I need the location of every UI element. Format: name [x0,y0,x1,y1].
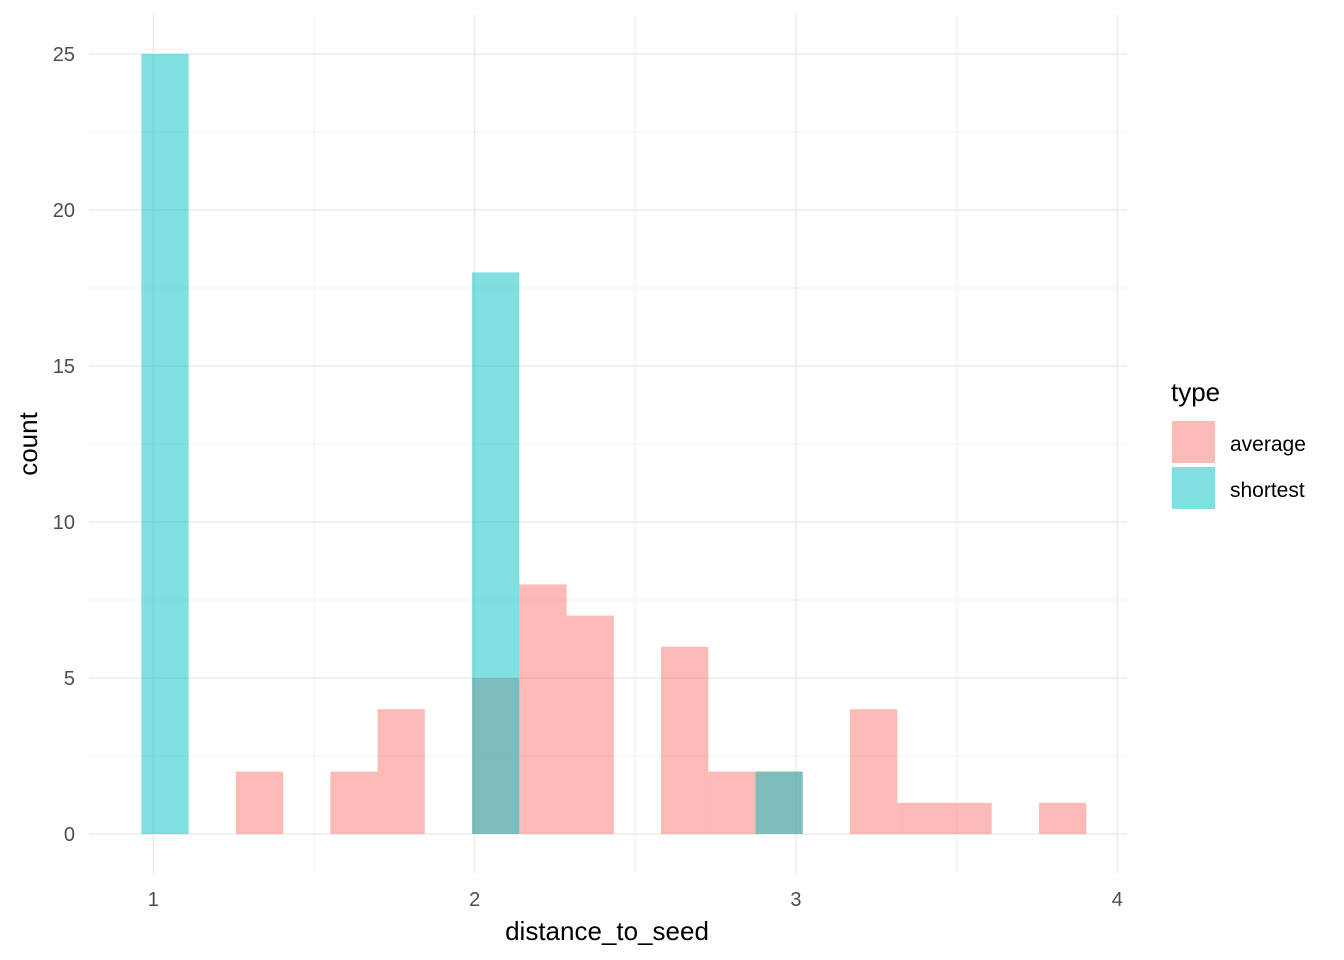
bars [141,54,1087,834]
bar-shortest [472,272,520,834]
bar-average [944,802,992,834]
bar-shortest [755,771,803,834]
x-tick-label: 1 [148,889,159,911]
bar-shortest [141,54,189,834]
bar-average [519,584,567,834]
legend-label-shortest: shortest [1230,479,1305,502]
bar-average [708,771,756,834]
bar-average [330,771,378,834]
y-tick-label: 0 [64,824,75,846]
x-tick-label: 4 [1112,889,1123,911]
y-axis-title: count [13,411,43,475]
grid-minor [89,15,1127,873]
bar-average [235,771,284,834]
bar-average [897,802,945,834]
x-tick-labels: 1 2 3 4 [148,889,1123,911]
x-axis-title: distance_to_seed [505,916,709,946]
y-tick-labels: 0 5 10 15 20 25 [53,44,75,846]
y-tick-label: 25 [53,44,75,66]
y-tick-label: 10 [53,512,75,534]
y-tick-label: 20 [53,200,75,222]
bar-average [377,709,425,834]
x-tick-label: 3 [790,889,801,911]
legend-key-shortest [1172,467,1215,509]
y-tick-label: 5 [64,668,75,690]
y-tick-label: 15 [53,356,75,378]
legend: type average shortest [1171,377,1306,509]
legend-label-average: average [1230,433,1306,456]
grid-major [89,15,1127,873]
bar-average [1038,802,1087,834]
bar-average [566,615,614,834]
legend-title: type [1171,377,1220,407]
x-tick-label: 2 [469,889,480,911]
legend-key-average [1172,421,1215,463]
bar-average [661,646,709,834]
bar-average [849,709,898,834]
